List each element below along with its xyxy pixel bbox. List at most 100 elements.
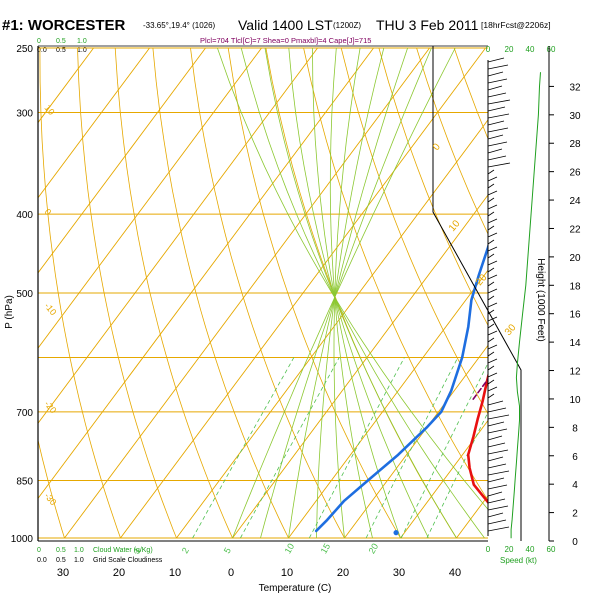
wind-barb <box>487 407 507 413</box>
valid-date: THU 3 Feb 2011 <box>376 17 479 33</box>
moist-adiabat <box>288 47 429 539</box>
moist-adiabat <box>329 47 373 539</box>
wind-barb <box>487 176 498 182</box>
wind-barb <box>487 274 498 280</box>
speed-profile-line <box>510 72 541 539</box>
wind-barb <box>487 358 498 364</box>
wind-barb <box>487 225 495 231</box>
mixing-ratio-line <box>426 411 488 539</box>
mixing-ratio-line <box>192 357 295 539</box>
wind-barb <box>487 211 495 217</box>
dry-adiabat <box>114 47 233 539</box>
wind-barb <box>487 57 505 63</box>
wind-barb <box>487 253 495 259</box>
speed-tick-label: 0 <box>486 45 491 54</box>
wind-barb <box>487 134 504 140</box>
height-tick-label: 16 <box>569 310 581 321</box>
wind-barb <box>487 435 503 441</box>
isotherm-line <box>513 48 600 538</box>
height-tick-label: 30 <box>569 111 581 122</box>
wind-barb <box>487 218 498 224</box>
wind-barb <box>487 246 498 252</box>
temp-tick-label: 20 <box>337 567 349 579</box>
theta-label: 0 <box>431 141 443 153</box>
dry-adiabat <box>152 47 289 539</box>
height-tick-label: 26 <box>569 168 581 179</box>
wind-barb <box>487 239 495 245</box>
wind-barb <box>487 106 506 112</box>
mixing-ratio-line <box>240 357 340 539</box>
isotherm-line <box>38 47 374 500</box>
wind-barb <box>487 141 508 147</box>
height-tick-label: 12 <box>569 367 581 378</box>
wind-barb <box>487 498 506 504</box>
wind-barb <box>487 316 498 322</box>
mixing-ratio-label: 15 <box>319 542 333 556</box>
wind-barb <box>487 204 498 210</box>
cloud-scale-top-2: 1.0 <box>77 47 87 54</box>
pressure-tick-300: 300 <box>16 108 33 119</box>
wind-barb <box>487 365 495 371</box>
station-coords: -33.65°,19.4° (1026) <box>143 21 216 30</box>
wind-barb <box>487 92 507 98</box>
indices-line: Plcl=704 Tlcl[C]=7 Shea=0 Pmaxbl]=4 Cape… <box>200 36 371 45</box>
forecast-info: [18hrFcst@2206z] <box>481 20 551 30</box>
wind-barb <box>487 463 507 469</box>
moist-adiabat <box>240 47 485 539</box>
wind-barb <box>487 519 507 525</box>
wind-barb <box>487 449 509 455</box>
dry-adiabat-label: -30 <box>42 491 58 507</box>
wind-barb <box>487 148 503 154</box>
dry-adiabat <box>39 47 121 539</box>
temp-tick-label: 0 <box>228 567 234 579</box>
wind-barb <box>487 477 505 483</box>
height-tick-label: 8 <box>572 423 578 434</box>
height-tick-label: 20 <box>569 253 581 264</box>
wind-barb <box>487 470 510 476</box>
wind-barb <box>487 197 495 203</box>
mixing-ratio-line <box>365 357 459 539</box>
wind-barb <box>487 330 498 336</box>
pressure-tick-400: 400 <box>16 210 33 221</box>
temp-tick-label: 40 <box>449 567 461 579</box>
height-tick-label: 24 <box>569 196 581 207</box>
temp-tick-label: 30 <box>57 567 69 579</box>
temp-tick-label: 20 <box>113 567 125 579</box>
wind-barb <box>487 190 498 196</box>
sounding-lines <box>314 242 488 536</box>
isotherm-line <box>120 47 486 539</box>
cloud-scale-bottom-green-0: 0 <box>37 547 41 554</box>
speed-tick-label: 60 <box>547 45 556 54</box>
moist-adiabat <box>260 47 432 539</box>
wind-barb <box>487 372 498 378</box>
wind-barb <box>487 127 509 133</box>
wind-barb <box>487 526 510 532</box>
wind-barb <box>487 484 508 490</box>
mixing-ratio-label: 20 <box>367 542 381 556</box>
speed-tick-top: 20 <box>505 545 514 554</box>
wind-barb <box>487 78 508 84</box>
isotherm-line <box>38 47 318 424</box>
wind-barb <box>487 295 495 301</box>
dry-adiabat <box>38 438 65 539</box>
moist-adiabat <box>217 47 488 510</box>
isotherm-line <box>38 47 150 199</box>
cloud-scale-top-green-1: 0.5 <box>56 38 66 45</box>
wind-barb <box>487 512 504 518</box>
wind-barb <box>487 183 495 189</box>
height-tick-label: 14 <box>569 338 581 349</box>
wind-barb <box>487 232 498 238</box>
moist-adiabat <box>288 47 408 539</box>
moist-adiabat <box>316 47 385 539</box>
wind-barb <box>487 99 511 105</box>
wind-barb <box>487 155 507 161</box>
dry-adiabat-label: 10 <box>42 103 56 117</box>
wind-barb <box>487 64 509 70</box>
wind-barb <box>487 400 504 406</box>
dry-adiabat <box>190 47 345 539</box>
speed-tick-top: 40 <box>526 545 535 554</box>
wind-barb <box>487 379 495 385</box>
wind-barb <box>487 442 506 448</box>
